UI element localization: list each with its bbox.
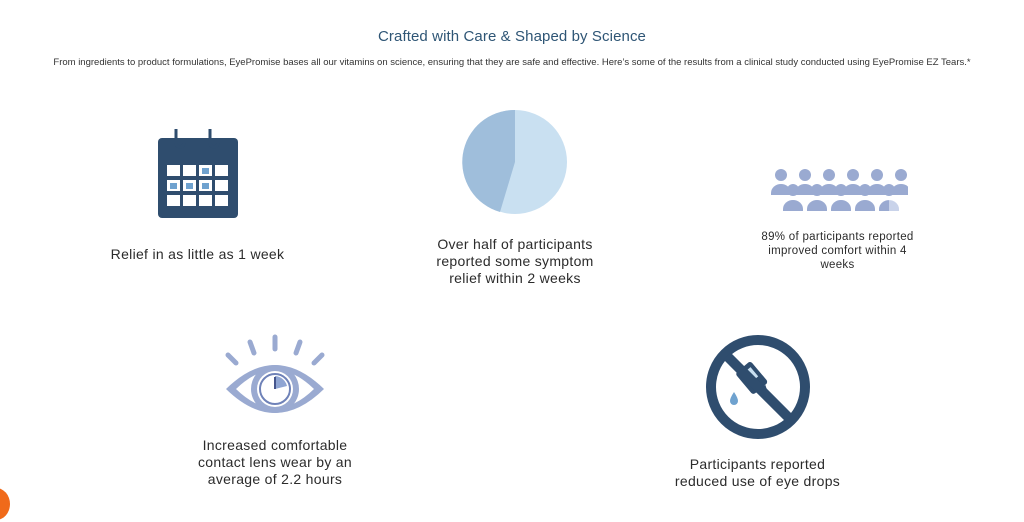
stat-89-percent-comfort: 89% of participants reported improved co…: [735, 168, 940, 272]
stat-caption: Increased comfortable contact lens wear …: [198, 437, 352, 487]
stat-caption: Over half of participants reported some …: [436, 236, 594, 286]
stat-half-relief-2-weeks: Over half of participants reported some …: [420, 108, 610, 287]
section-title: Crafted with Care & Shaped by Science: [377, 28, 646, 45]
stat-relief-1-week: Relief in as little as 1 week: [90, 126, 305, 263]
stat-reduced-eye-drops: Participants reported reduced use of eye…: [660, 334, 855, 490]
chat-launcher-button[interactable]: [0, 488, 10, 520]
pie-slice-share: [462, 109, 515, 212]
pie-chart-icon: [462, 109, 567, 214]
stat-caption: Relief in as little as 1 week: [110, 246, 285, 262]
stat-caption: 89% of participants reported improved co…: [761, 231, 914, 271]
stat-caption: Participants reported reduced use of eye…: [674, 456, 841, 489]
section-subtitle: From ingredients to product formulations…: [53, 57, 971, 68]
calendar-icon: [157, 129, 238, 218]
stat-contact-lens-wear: Increased comfortable contact lens wear …: [180, 333, 370, 488]
eye-clock-icon: [225, 334, 325, 413]
people-group-icon: [770, 169, 908, 211]
no-eye-drops-icon: [705, 335, 810, 439]
